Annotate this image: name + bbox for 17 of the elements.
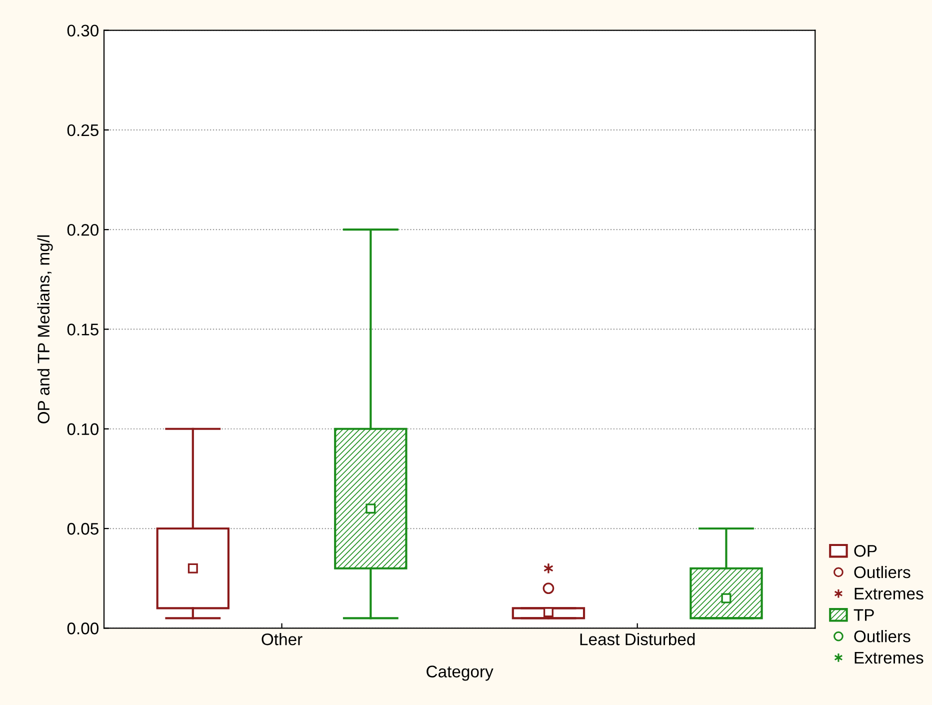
legend-label: Outliers <box>854 566 910 578</box>
x-tick-label: Other <box>262 633 302 646</box>
legend-label: Outliers <box>854 630 910 642</box>
y-tick-label: 0.05 <box>67 522 98 535</box>
legend-label: Extremes <box>854 652 924 664</box>
legend-label: TP <box>854 609 874 621</box>
y-tick-label: 0.20 <box>67 224 98 236</box>
y-tick-label: 0.10 <box>67 423 98 436</box>
x-axis-title: Category <box>426 666 494 681</box>
legend-label: OP <box>854 545 877 557</box>
y-tick-label: 0.30 <box>67 24 98 37</box>
y-tick-label: 0.25 <box>67 124 98 136</box>
y-tick-label: 0.15 <box>67 324 98 336</box>
y-tick-label: 0.00 <box>67 622 98 634</box>
y-axis-title: OP and TP Medians, mg/l <box>37 235 53 424</box>
legend-label: Extremes <box>854 588 924 600</box>
x-tick-label: Least Disturbed <box>580 633 695 646</box>
